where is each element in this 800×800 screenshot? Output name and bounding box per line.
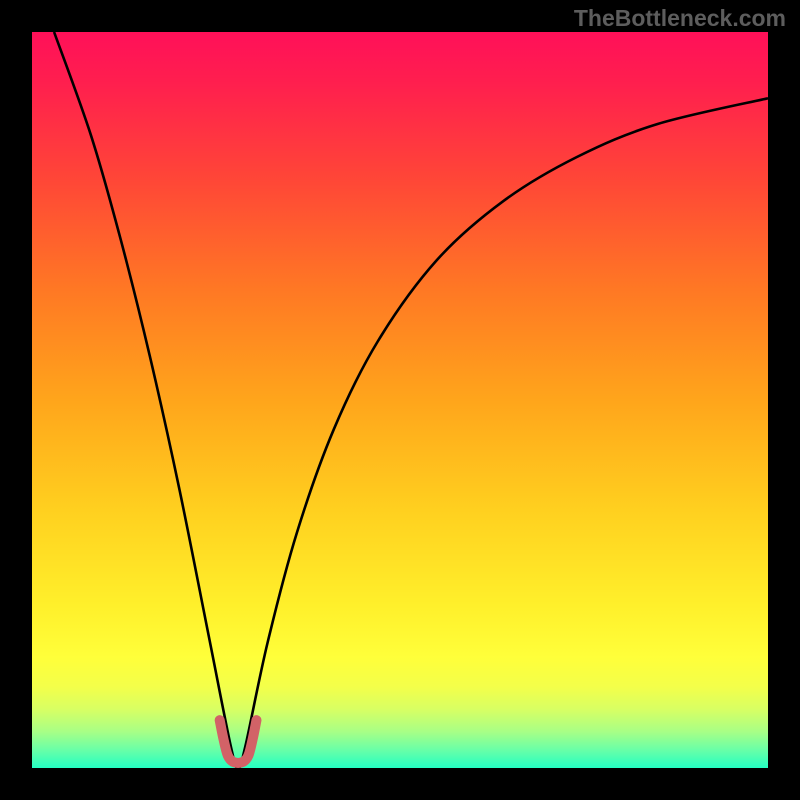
plot-area	[32, 32, 768, 768]
watermark-text: TheBottleneck.com	[574, 5, 786, 32]
plot-svg	[32, 32, 768, 768]
gradient-background	[32, 32, 768, 768]
